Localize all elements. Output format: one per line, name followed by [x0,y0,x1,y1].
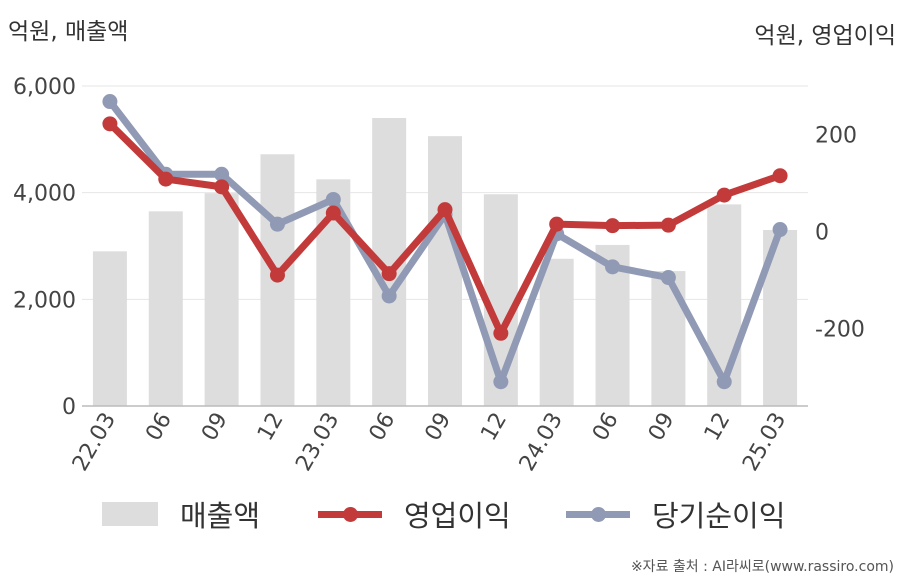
point-operating-profit [325,205,341,221]
point-operating-profit [214,179,230,195]
point-operating-profit [660,217,676,233]
y-left-tick-label: 2,000 [13,288,76,313]
bar-sales [539,258,574,406]
bar-sales [651,271,686,406]
point-operating-profit [437,202,453,218]
x-tick-label: 06 [588,409,624,446]
legend-swatch-net-income [566,502,630,526]
point-net-income [660,270,676,286]
point-net-income [381,288,397,304]
point-net-income [605,259,621,275]
y-right-tick-label: 200 [815,123,857,148]
point-net-income [325,191,341,207]
x-tick-label: 09 [197,409,233,446]
x-tick-label: 12 [700,409,736,446]
legend-item-operating-profit: 영업이익 [318,492,511,536]
legend-item-net-income: 당기순이익 [566,492,785,536]
source-note: ※자료 출처 : AI라씨로(www.rassiro.com) [630,559,894,575]
legend-item-sales: 매출액 [102,492,260,536]
x-tick-label: 12 [476,409,512,446]
x-tick-label: 25.03 [738,409,791,476]
bar-sales [148,211,183,406]
x-tick-label: 09 [644,409,680,446]
left-axis-unit: 억원, 매출액 [8,19,129,45]
x-tick-label: 09 [421,409,457,446]
point-operating-profit [772,168,788,184]
y-left-tick-label: 0 [62,395,76,420]
legend-label-sales: 매출액 [180,499,261,533]
legend-label-operating-profit: 영업이익 [404,499,511,533]
point-operating-profit [716,187,732,203]
y-right-tick-label: -200 [815,317,865,342]
y-left-tick-label: 4,000 [13,182,76,207]
point-operating-profit [549,216,565,232]
point-net-income [772,222,788,238]
x-tick-label: 12 [253,409,289,446]
point-net-income [102,94,118,110]
point-operating-profit [381,266,397,282]
x-tick-label: 06 [365,409,401,446]
legend-swatch-sales [102,502,158,526]
x-tick-label: 23.03 [291,409,344,476]
legend-label-net-income: 당기순이익 [652,499,786,533]
y-right-tick-label: 0 [815,220,829,245]
right-axis-unit: 억원, 영업이익 [754,23,896,49]
point-operating-profit [158,171,174,187]
bar-sales [92,251,127,406]
point-net-income [214,166,230,182]
x-tick-label: 06 [141,409,177,446]
x-tick-label: 24.03 [515,409,568,476]
point-operating-profit [493,325,509,341]
bar-sales [204,193,239,406]
point-operating-profit [102,116,118,132]
legend-swatch-operating-profit [318,502,382,526]
point-net-income [716,374,732,390]
point-net-income [269,216,285,232]
point-net-income [493,374,509,390]
legend: 매출액 영업이익 당기순이익 [0,492,908,536]
bar-sales [428,136,462,406]
point-operating-profit [605,218,621,234]
y-left-tick-label: 6,000 [13,75,76,100]
point-operating-profit [269,267,285,283]
